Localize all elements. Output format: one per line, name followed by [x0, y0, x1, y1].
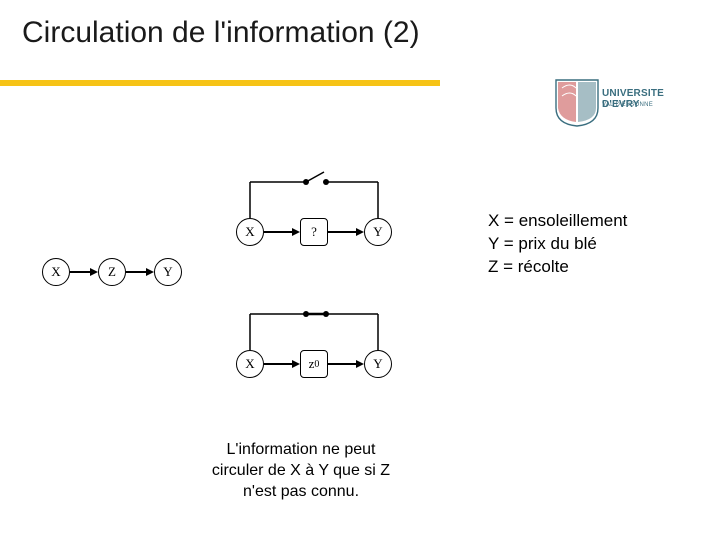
closed-node-x: X	[236, 350, 264, 378]
open-arrow-1	[264, 231, 294, 233]
chain-node-y: Y	[154, 258, 182, 286]
caption-line-3: n'est pas connu.	[186, 482, 416, 503]
open-node-x: X	[236, 218, 264, 246]
legend-line-3: Z = récolte	[488, 256, 627, 279]
legend-line-1: X = ensoleillement	[488, 210, 627, 233]
chain-arrowhead-1	[90, 268, 98, 276]
caption-line-1: L'information ne peut	[186, 440, 416, 461]
closed-node-z0-sub: 0	[314, 359, 319, 370]
chain-node-z: Z	[98, 258, 126, 286]
accent-bar	[0, 80, 440, 86]
chain-arrowhead-2	[146, 268, 154, 276]
closed-arrow-1	[264, 363, 294, 365]
open-arrowhead-2	[356, 228, 364, 236]
open-arrow-2	[328, 231, 358, 233]
open-arrowhead-1	[292, 228, 300, 236]
closed-node-y: Y	[364, 350, 392, 378]
closed-arrowhead-2	[356, 360, 364, 368]
shield-icon	[554, 78, 600, 128]
chain-node-x: X	[42, 258, 70, 286]
open-node-y: Y	[364, 218, 392, 246]
caption-line-2: circuler de X à Y que si Z	[186, 461, 416, 482]
logo-text-2: VAL D'ESSONNE	[602, 102, 653, 108]
open-node-q: ?	[300, 218, 328, 246]
closed-arrowhead-1	[292, 360, 300, 368]
chain-arrow-2	[126, 271, 148, 273]
page-title: Circulation de l'information (2)	[0, 0, 720, 50]
university-logo: UNIVERSITE D'EVRY VAL D'ESSONNE	[554, 78, 694, 130]
closed-arrow-2	[328, 363, 358, 365]
legend-line-2: Y = prix du blé	[488, 233, 627, 256]
chain-arrow-1	[70, 271, 92, 273]
legend: X = ensoleillement Y = prix du blé Z = r…	[488, 210, 627, 279]
closed-node-z0: z0	[300, 350, 328, 378]
caption: L'information ne peut circuler de X à Y …	[186, 440, 416, 502]
